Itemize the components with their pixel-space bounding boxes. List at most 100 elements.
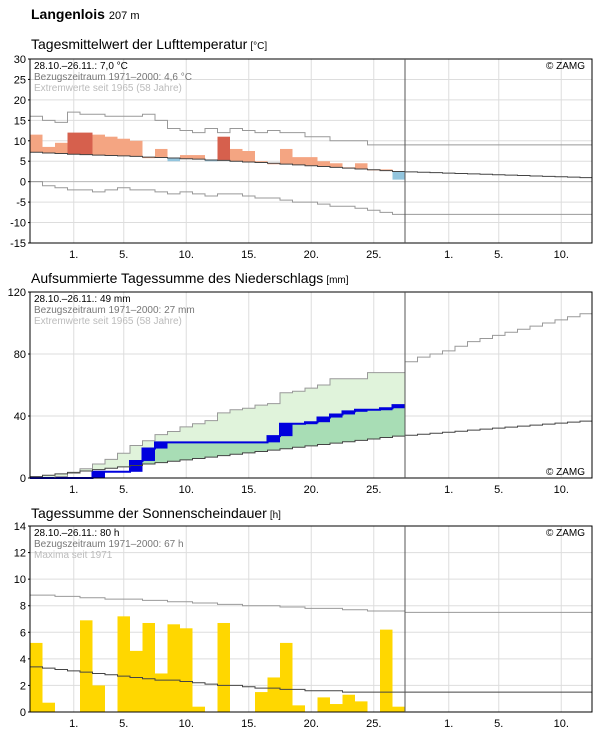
sun-bar-10 xyxy=(155,673,168,712)
sunshine-unit: [h] xyxy=(269,510,281,521)
y-tick-label-0-7: -5 xyxy=(16,197,26,209)
precip-above-normal-25 xyxy=(342,411,355,442)
temp-bar-22 xyxy=(305,157,318,166)
precipitation-unit: [mm] xyxy=(326,275,349,286)
x-tick-label-1-5: 25. xyxy=(366,484,381,496)
y-tick-label-1-2: 40 xyxy=(14,411,26,423)
precip-above-normal-29 xyxy=(392,405,405,437)
temp-bar-13 xyxy=(192,155,205,160)
y-tick-label-1-1: 80 xyxy=(14,349,26,361)
sun-bar-0 xyxy=(30,642,43,712)
info-extremes-2: Maxima seit 1971 xyxy=(34,550,113,561)
precip-daily-bar-19 xyxy=(267,436,280,443)
x-tick-label-1-0: 1. xyxy=(69,484,78,496)
precip-daily-bar-24 xyxy=(330,414,343,418)
x-tick-label-0-0: 1. xyxy=(69,249,78,261)
y-tick-label-0-1: 25 xyxy=(14,74,26,86)
precip-above-normal-13 xyxy=(192,442,205,459)
temp-bar-6 xyxy=(105,136,118,156)
precip-range-area xyxy=(30,372,405,478)
temp-bar-4 xyxy=(80,132,93,155)
temp-bar-28 xyxy=(380,169,393,171)
temp-normal-line xyxy=(30,151,593,179)
y-tick-label-2-7: 0 xyxy=(20,707,26,719)
precip-extreme-max-line xyxy=(30,313,593,479)
sun-bar-29 xyxy=(392,706,405,712)
temp-bar-21 xyxy=(292,157,305,165)
sun-bar-23 xyxy=(317,697,330,712)
temp-bar-23 xyxy=(317,161,330,167)
x-tick-label-2-8: 10. xyxy=(554,718,569,729)
temp-bar-8 xyxy=(130,140,143,157)
x-tick-label-1-6: 1. xyxy=(444,484,453,496)
sun-maxima-line xyxy=(30,594,593,613)
y-tick-label-0-5: 5 xyxy=(20,156,26,168)
temp-extreme-min-line xyxy=(30,181,593,215)
plot-border-0 xyxy=(29,58,593,244)
y-tick-label-2-4: 6 xyxy=(20,627,26,639)
precip-normal-line xyxy=(30,420,593,478)
temperature-title-text: Tagesmittelwert der Lufttemperatur xyxy=(31,36,248,52)
precip-above-normal-21 xyxy=(292,423,305,448)
x-tick-label-2-6: 1. xyxy=(444,718,453,729)
y-tick-label-2-5: 4 xyxy=(20,654,26,666)
x-tick-label-0-8: 10. xyxy=(554,249,569,261)
copyright-0: © ZAMG xyxy=(546,61,585,72)
y-tick-label-2-6: 2 xyxy=(20,680,26,692)
x-tick-label-2-2: 10. xyxy=(179,718,194,729)
temp-bar-16 xyxy=(230,148,243,162)
precip-above-normal-15 xyxy=(217,442,230,456)
precip-daily-bar-29 xyxy=(392,405,405,409)
precip-above-normal-27 xyxy=(367,409,380,439)
info-period-0: 28.10.–26.11.: 7,0 °C xyxy=(34,61,128,72)
y-tick-label-2-3: 8 xyxy=(20,601,26,613)
y-tick-label-0-4: 10 xyxy=(14,136,26,148)
x-tick-label-2-4: 20. xyxy=(304,718,319,729)
precip-above-normal-11 xyxy=(167,442,180,462)
sun-bar-13 xyxy=(192,706,205,712)
plot-border-2 xyxy=(29,525,593,713)
precip-above-normal-16 xyxy=(230,442,243,455)
precip-daily-bar-5 xyxy=(92,471,105,478)
temp-bar-5 xyxy=(92,134,105,156)
temp-bar-14 xyxy=(205,159,218,162)
info-extremes-1: Extremwerte seit 1965 (58 Jahre) xyxy=(34,316,182,327)
station-altitude: 207 m xyxy=(108,10,140,22)
sun-bar-11 xyxy=(167,624,180,712)
sun-bar-28 xyxy=(380,629,393,712)
precip-daily-bar-23 xyxy=(317,417,330,423)
precipitation-title-text: Aufsummierte Tagessumme des Niederschlag… xyxy=(31,270,324,286)
y-tick-label-2-0: 14 xyxy=(14,521,26,533)
x-tick-label-2-0: 1. xyxy=(69,718,78,729)
x-tick-label-1-3: 15. xyxy=(241,484,256,496)
x-tick-label-0-1: 5. xyxy=(119,249,128,261)
y-tick-label-1-3: 0 xyxy=(20,473,26,485)
x-tick-label-0-6: 1. xyxy=(444,249,453,261)
sun-bar-4 xyxy=(80,620,93,712)
temp-bar-2 xyxy=(55,142,68,154)
sun-bar-24 xyxy=(330,704,343,712)
x-tick-label-2-7: 5. xyxy=(494,718,503,729)
station-name: Langenlois xyxy=(31,6,105,22)
x-tick-label-1-8: 10. xyxy=(554,484,569,496)
y-tick-label-0-3: 15 xyxy=(14,115,26,127)
temp-bar-17 xyxy=(242,151,255,163)
precip-daily-bar-25 xyxy=(342,411,355,415)
precip-above-normal-23 xyxy=(317,417,330,445)
y-tick-label-1-0: 120 xyxy=(8,287,26,299)
x-tick-label-0-3: 15. xyxy=(241,249,256,261)
station-header: Langenlois 207 m xyxy=(31,6,139,22)
x-tick-label-0-5: 25. xyxy=(366,249,381,261)
sun-bar-15 xyxy=(217,622,230,712)
temp-bar-15 xyxy=(217,136,230,161)
sun-bar-19 xyxy=(267,677,280,712)
info-extremes-0: Extremwerte seit 1965 (58 Jahre) xyxy=(34,83,182,94)
sun-bar-7 xyxy=(117,616,130,712)
y-tick-label-2-2: 10 xyxy=(14,574,26,586)
x-tick-label-2-5: 25. xyxy=(366,718,381,729)
precip-above-normal-18 xyxy=(255,442,268,452)
x-tick-label-0-2: 10. xyxy=(179,249,194,261)
precip-above-normal-14 xyxy=(205,442,218,458)
precip-daily-bar-8 xyxy=(130,460,143,472)
y-tick-label-2-1: 12 xyxy=(14,548,26,560)
